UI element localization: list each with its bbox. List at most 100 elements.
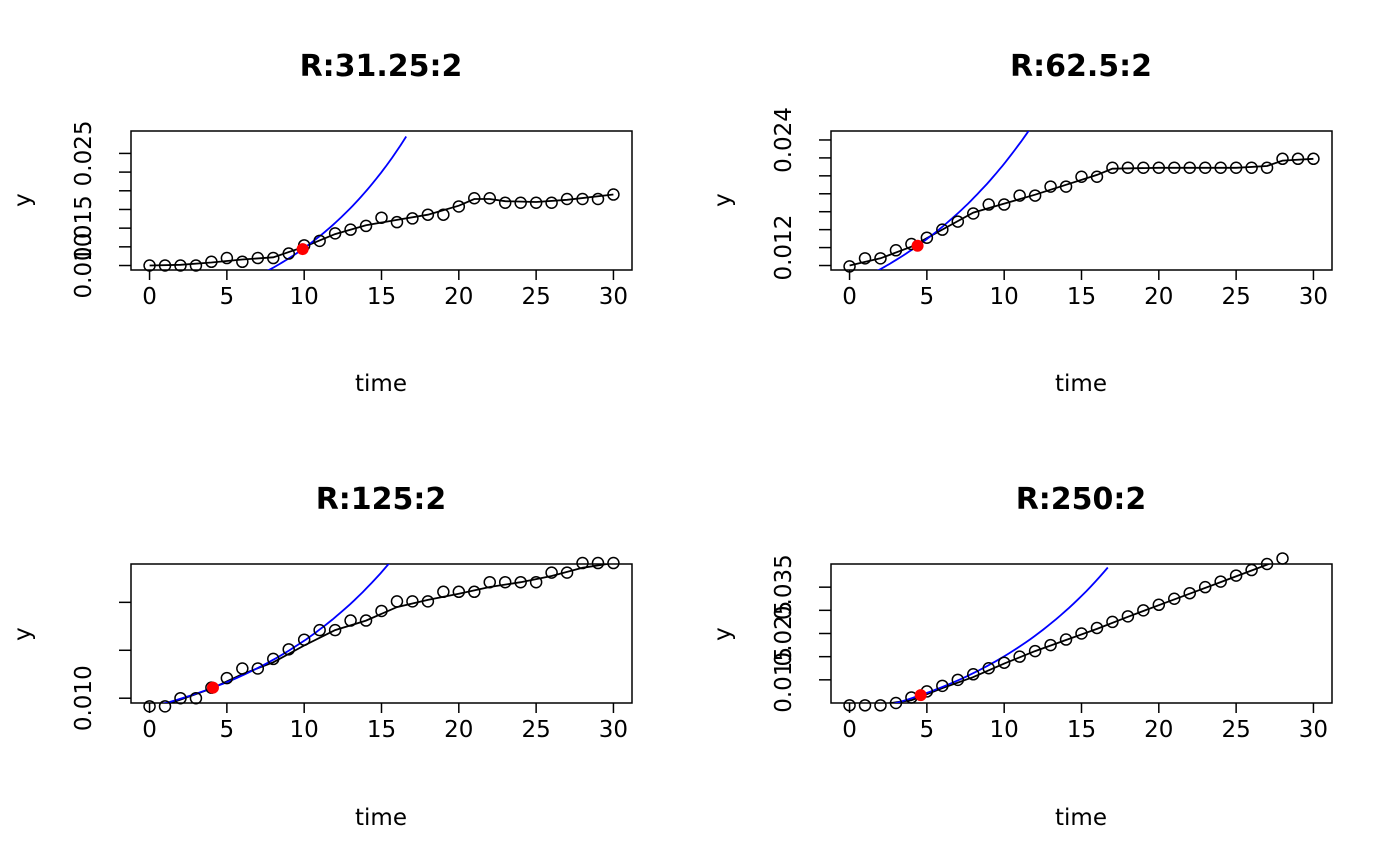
- panel-2-data-point: [1106, 161, 1119, 175]
- panel-4-data-point: [997, 656, 1011, 669]
- panel-3-x-tick-label: 20: [444, 717, 473, 743]
- panel-2-title: R:62.5:2: [1010, 49, 1152, 84]
- panel-3-data-point: [452, 585, 466, 599]
- panel-1-x-tick-label: 5: [220, 284, 235, 310]
- panel-2-x-tick-label: 10: [990, 284, 1019, 310]
- panel-4-ylabel: y: [710, 627, 736, 641]
- panel-3-x-tick-label: 30: [599, 717, 628, 743]
- panel-4-data-point: [967, 668, 980, 681]
- panel-1-data-point: [468, 192, 481, 205]
- panel-1-data-point: [282, 247, 295, 260]
- panel-4-data-point: [1245, 563, 1258, 577]
- panel-4: R:250:2 time y 0 5 10 15 20 25 30 0.0150.0250.0…: [710, 482, 1333, 831]
- panel-3-exponential-fit-curve: [162, 564, 390, 703]
- panel-3-data-point: [529, 575, 543, 589]
- panel-3-data-point: [189, 691, 203, 705]
- panel-1-y-tick-label: 0.010: [71, 233, 97, 299]
- panel-1-data-point: [220, 251, 234, 265]
- panel-1-max-growth-marker: [296, 243, 309, 256]
- panel-2-x-tick-label: 20: [1144, 284, 1173, 310]
- panel-1-data-point: [529, 196, 543, 209]
- panel-2-data-point: [1291, 152, 1305, 166]
- panel-3-data-point: [468, 585, 481, 599]
- panel-3-x-tick-label: 10: [290, 717, 319, 743]
- panel-1-data-point: [174, 259, 187, 272]
- panel-3-xlabel: time: [355, 805, 407, 831]
- panel-2-plot: 0 5 10 15 20 25 30 0.012 0.024: [771, 107, 1333, 310]
- panel-2-exponential-fit-curve: [877, 131, 1030, 270]
- panel-1-title: R:31.25:2: [300, 49, 463, 84]
- panel-4-data-point: [1121, 610, 1135, 623]
- panel-3: R:125:2 time y 0 5 10 15 20 25 30 0.010: [10, 482, 633, 831]
- panel-2-data-point: [1013, 189, 1026, 202]
- panel-3-data-point: [158, 700, 172, 713]
- panel-2-data-point: [1276, 152, 1289, 166]
- panel-4-data-point: [889, 696, 903, 710]
- panel-3-data-point: [236, 662, 249, 675]
- panel-2-x-tick-label: 25: [1221, 284, 1250, 310]
- panel-4-x-tick-label: 10: [990, 717, 1019, 743]
- panel-4-data-point: [1260, 557, 1274, 571]
- panel-2-data-point: [1137, 161, 1150, 175]
- panel-2-data-point: [1307, 152, 1320, 166]
- panel-2-data-point: [920, 231, 934, 244]
- panel-3-data-point: [297, 633, 311, 646]
- panel-3-data-point: [483, 575, 496, 589]
- panel-2-y-tick-label: 0.024: [771, 107, 797, 173]
- panel-2-data-point: [1198, 161, 1212, 175]
- panel-1-data-point: [591, 192, 605, 206]
- panel-1-data-point: [498, 196, 512, 209]
- panel-3-x-tick-label: 5: [220, 717, 235, 743]
- panel-2-data-point: [1059, 180, 1073, 193]
- panel-2-data-point: [997, 198, 1011, 211]
- panel-4-data-point: [951, 673, 965, 687]
- panel-4-y-tick-label: 0.035: [771, 554, 797, 620]
- panel-2-data-point: [1075, 170, 1088, 183]
- panel-4-y-tick-label: 0.025: [771, 601, 797, 667]
- panel-1-data-point: [328, 227, 342, 240]
- panel-1-x-tick-label: 25: [521, 284, 550, 310]
- panel-1-data-point: [375, 211, 388, 224]
- panel-3-x-tick-label: 15: [367, 717, 396, 743]
- panel-1-y-tick-label: 0.015: [71, 195, 97, 261]
- panel-4-max-growth-marker: [914, 689, 927, 702]
- panel-3-data-point: [390, 595, 404, 608]
- panel-2-data-point: [843, 260, 856, 273]
- panel-1-data-point: [607, 188, 620, 201]
- panel-4-data-point: [1198, 580, 1212, 594]
- panel-1-data-point: [189, 259, 203, 272]
- panel-3-data-point: [375, 604, 388, 618]
- panel-1-data-point: [313, 234, 326, 248]
- panel-4-x-tick-label: 30: [1299, 717, 1328, 743]
- panel-4-data-point: [1106, 615, 1119, 629]
- panel-4-y-tick-label: 0.015: [771, 647, 797, 713]
- panel-1-data-point: [205, 255, 218, 269]
- panel-2-data-point: [858, 252, 872, 265]
- panel-1-data-point: [143, 259, 156, 272]
- panel-4-data-point: [1152, 598, 1166, 612]
- panel-2-data-point: [1121, 161, 1135, 175]
- panel-4-data-point: [1276, 552, 1289, 565]
- panel-3-data-point: [251, 662, 265, 675]
- panel-2-x-tick-label: 5: [920, 284, 935, 310]
- panel-1-x-tick-label: 0: [142, 284, 157, 310]
- panel-2-x-tick-label: 30: [1299, 284, 1328, 310]
- panel-3-title: R:125:2: [316, 482, 447, 517]
- panel-3-max-growth-marker: [206, 681, 219, 694]
- panel-1-data-point: [576, 192, 589, 206]
- panel-1-data-point: [344, 223, 357, 236]
- panel-4-data-point: [1214, 575, 1227, 588]
- panel-2-data-point: [936, 223, 949, 236]
- panel-3-x-tick-label: 25: [521, 717, 550, 743]
- panel-3-data-point: [328, 623, 342, 637]
- panel-1-data-point: [406, 212, 419, 225]
- panel-1-exponential-fit-curve: [267, 136, 407, 270]
- panel-3-data-point: [174, 691, 187, 705]
- panel-3-data-point: [344, 614, 357, 627]
- panel-3-data-point: [421, 595, 435, 608]
- panel-1-smoothed-curve: [149, 193, 614, 267]
- panel-3-data-point: [560, 566, 574, 579]
